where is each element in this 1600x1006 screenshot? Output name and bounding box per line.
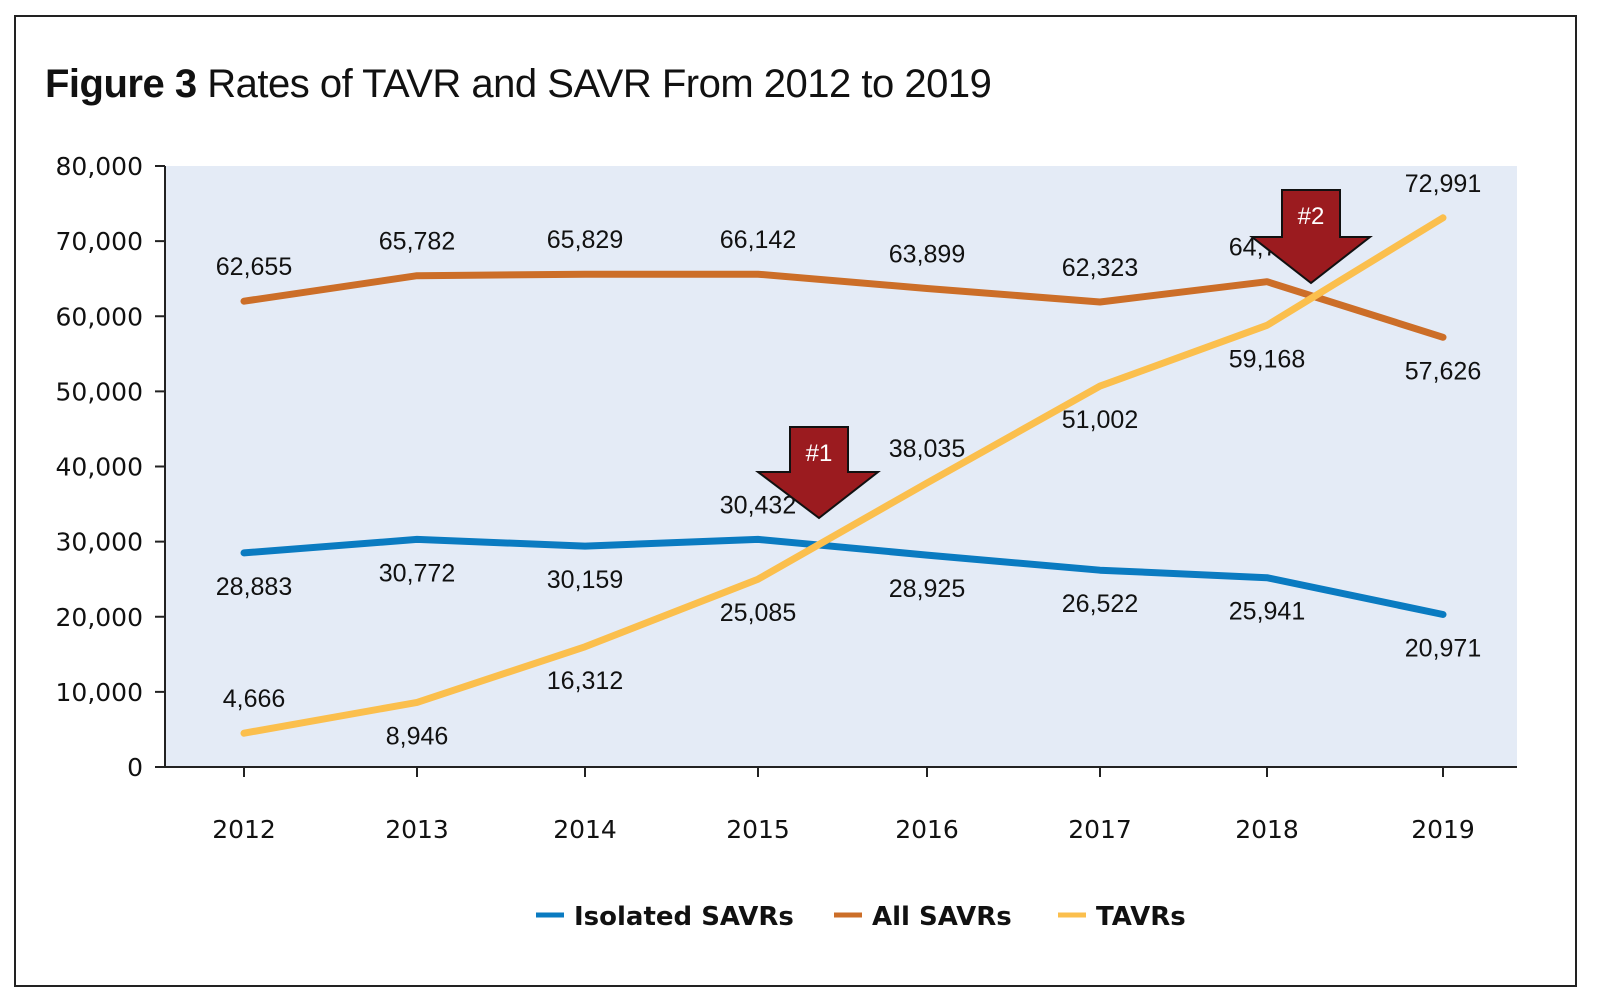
data-label: 38,035 [889, 435, 965, 463]
y-tick-label: 50,000 [56, 377, 143, 406]
legend-item-label: TAVRs [1096, 902, 1186, 932]
data-label: 51,002 [1062, 406, 1138, 434]
data-label: 16,312 [547, 667, 623, 695]
x-tick-label: 2014 [553, 815, 617, 844]
figure-number: Figure 3 [45, 62, 197, 106]
y-tick-label: 70,000 [56, 227, 143, 256]
legend-item-label: All SAVRs [872, 902, 1012, 932]
series-group [240, 214, 1447, 737]
data-label: 30,432 [720, 491, 796, 519]
x-tick-label: 2012 [212, 815, 276, 844]
data-labels: 28,883 30,772 30,159 30,432 28,925 26,522 25,9… [216, 170, 1481, 751]
down-arrow-icon [1249, 189, 1373, 285]
data-label: 28,883 [216, 573, 292, 601]
data-label: 25,085 [720, 599, 796, 627]
x-tick-label: 2015 [726, 815, 790, 844]
figure-frame [14, 15, 1577, 987]
data-label: 59,168 [1229, 345, 1305, 373]
y-tick-label: 30,000 [56, 528, 143, 557]
data-label: 62,323 [1062, 254, 1138, 282]
data-label: 63,899 [889, 240, 965, 268]
x-tick-label: 2016 [895, 815, 959, 844]
annotations: #1 #2 [755, 189, 1373, 520]
series-line-all-savrs [240, 270, 1447, 341]
data-label: 66,142 [720, 226, 796, 254]
data-label: 28,925 [889, 575, 965, 603]
legend: Isolated SAVRs All SAVRs TAVRs [536, 902, 1186, 932]
x-tick-label: 2019 [1411, 815, 1475, 844]
data-label: 20,971 [1405, 634, 1481, 662]
axes: 0 10,000 20,000 30,000 40,000 50,000 60,000 70,… [56, 152, 1517, 844]
annotation-label: #1 [806, 440, 833, 467]
series-line-tavrs [240, 214, 1447, 737]
data-label: 57,626 [1405, 357, 1481, 385]
data-label: 4,666 [223, 685, 286, 713]
data-label: 26,522 [1062, 590, 1138, 618]
series-line-isolated-savrs [240, 535, 1447, 618]
data-label: 62,655 [216, 253, 292, 281]
data-label: 30,159 [547, 566, 623, 594]
data-label: 25,941 [1229, 598, 1305, 626]
y-tick-label: 10,000 [56, 678, 143, 707]
y-tick-label: 20,000 [56, 603, 143, 632]
chart-title: Figure 3 Rates of TAVR and SAVR From 201… [45, 62, 992, 107]
data-label: 72,991 [1405, 170, 1481, 198]
x-tick-label: 2018 [1235, 815, 1299, 844]
y-tick-label: 60,000 [56, 302, 143, 331]
legend-item-label: Isolated SAVRs [574, 902, 794, 932]
x-tick-label: 2017 [1068, 815, 1132, 844]
down-arrow-icon [755, 426, 881, 520]
y-tick-label: 0 [127, 753, 143, 782]
figure-caption: Rates of TAVR and SAVR From 2012 to 2019 [207, 62, 992, 106]
data-label: 8,946 [386, 722, 449, 750]
y-tick-label: 40,000 [56, 453, 143, 482]
data-label: 65,829 [547, 226, 623, 254]
annotation-label: #2 [1298, 203, 1325, 230]
x-tick-label: 2013 [385, 815, 449, 844]
data-label: 30,772 [379, 559, 455, 587]
y-tick-label: 80,000 [56, 152, 143, 181]
data-label: 65,782 [379, 228, 455, 256]
